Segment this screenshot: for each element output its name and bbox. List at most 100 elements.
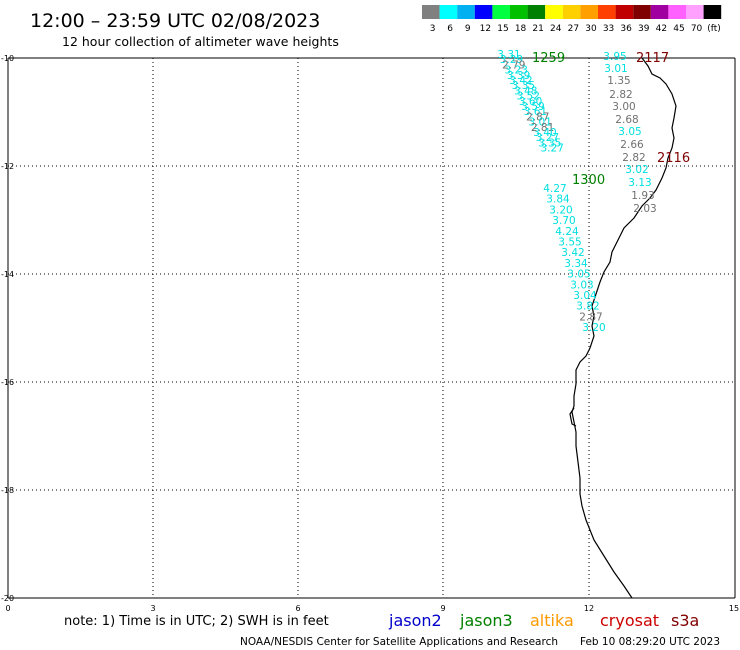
satellite-legend-3: cryosat bbox=[600, 611, 659, 630]
cryosat-swh-label: 3.95 bbox=[603, 51, 626, 63]
cryosat-swh-label: 3.02 bbox=[625, 164, 648, 176]
latitude-tick: -16 bbox=[1, 378, 14, 387]
footer-credit: NOAA/NESDIS Center for Satellite Applica… bbox=[240, 636, 558, 648]
jason3-swh-label: 4.24 bbox=[555, 226, 579, 238]
legend-label: 30 bbox=[585, 24, 597, 34]
latitude-tick: -10 bbox=[1, 54, 14, 63]
legend-swatch bbox=[545, 5, 563, 19]
cryosat-swh-label: 3.05 bbox=[618, 126, 641, 138]
longitude-tick: 0 bbox=[5, 604, 10, 613]
legend-swatch bbox=[439, 5, 458, 19]
legend-label: 3 bbox=[430, 24, 436, 34]
map-subtitle: 12 hour collection of altimeter wave hei… bbox=[62, 34, 339, 49]
legend-swatch bbox=[598, 5, 616, 19]
longitude-tick: 3 bbox=[150, 604, 155, 613]
legend-label: 6 bbox=[447, 24, 453, 34]
wave-height-legend: 3 6 9 12 15 18 21 24 27 30 33 36 39 42 45 70 (ft) bbox=[422, 5, 722, 34]
cryosat-swh-label: 2.66 bbox=[620, 139, 644, 151]
satellite-legend-2: altika bbox=[530, 611, 574, 630]
satellite-legend-1: jason3 bbox=[459, 611, 513, 630]
jason3-swh-label: 3.20 bbox=[549, 204, 572, 216]
legend-swatch bbox=[686, 5, 704, 19]
legend-swatch bbox=[703, 5, 722, 19]
legend-label: 45 bbox=[673, 24, 684, 34]
map-title: 12:00 – 23:59 UTC 02/08/2023 bbox=[30, 10, 320, 32]
latitude-tick: -20 bbox=[1, 594, 14, 603]
legend-label: 9 bbox=[465, 24, 471, 34]
jason3-swh-label: 3.84 bbox=[546, 194, 570, 206]
latitude-tick: -14 bbox=[1, 270, 14, 279]
plot-frame bbox=[7, 57, 736, 599]
jason3-swh-label: 3.60 bbox=[519, 96, 542, 108]
jason3-swh-label: 3.61 bbox=[524, 106, 547, 118]
jason3-swh-label: 3.23 bbox=[505, 65, 528, 77]
jason3-swh-label: 3.34 bbox=[564, 258, 588, 270]
legend-label: 70 bbox=[691, 24, 703, 34]
legend-swatch bbox=[668, 5, 686, 19]
legend-swatch bbox=[650, 5, 669, 19]
jason3-swh-label: 3.70 bbox=[552, 215, 575, 227]
legend-swatch bbox=[457, 5, 475, 19]
satellite-legend-0: jason2 bbox=[388, 611, 442, 630]
legend-swatch bbox=[562, 5, 581, 19]
longitude-tick: 15 bbox=[729, 604, 739, 613]
jason3-swh-label: 3.03 bbox=[570, 279, 593, 291]
legend-label: 27 bbox=[568, 24, 579, 34]
jason3-swh-label: 3.01 bbox=[529, 117, 552, 129]
legend-swatch bbox=[474, 5, 493, 19]
footer-timestamp: Feb 10 08:29:20 UTC 2023 bbox=[580, 636, 720, 648]
legend-label: 39 bbox=[638, 24, 650, 34]
jason3-swh-label: 3.31 bbox=[497, 49, 520, 61]
legend-label: 42 bbox=[656, 24, 667, 34]
jason3-swh-label: 4.27 bbox=[543, 183, 566, 195]
legend-swatch bbox=[527, 5, 546, 19]
cryosat-swh-label: 2.82 bbox=[622, 152, 645, 164]
jason3-swh-label: 3.35 bbox=[538, 137, 561, 149]
legend-swatch bbox=[580, 5, 598, 19]
cryosat-track: 3.953.011.352.823.002.683.052.662.823.02… bbox=[603, 51, 656, 215]
cryosat-swh-label: 3.01 bbox=[604, 63, 627, 75]
legend-label: 21 bbox=[532, 24, 543, 34]
jason3-swh-label: 3.42 bbox=[509, 75, 532, 87]
jason3-swh-label: 3.27 bbox=[536, 132, 559, 144]
cryosat-swh-label: 1.35 bbox=[607, 75, 630, 87]
cryosat-swh-label: 1.93 bbox=[631, 190, 654, 202]
cryosat-swh-label: 2.03 bbox=[633, 203, 656, 215]
legend-label: 33 bbox=[603, 24, 614, 34]
longitude-tick: 12 bbox=[584, 604, 594, 613]
latitude-tick: -18 bbox=[1, 486, 14, 495]
jason3-track: 3.313.292.793.233.393.423.353.483.523.60… bbox=[497, 49, 605, 334]
cryosat-swh-label: 2.82 bbox=[609, 89, 632, 101]
longitude-tick: 6 bbox=[295, 604, 300, 613]
legend-label: 12 bbox=[480, 24, 491, 34]
satellite-legend-4: s3a bbox=[671, 611, 699, 630]
coastline bbox=[571, 57, 677, 599]
jason3-pass-time-start: 1259 bbox=[532, 51, 565, 66]
cryosat-swh-label: 3.00 bbox=[612, 101, 635, 113]
legend-swatch bbox=[422, 5, 440, 19]
legend-swatch bbox=[510, 5, 528, 19]
legend-unit: (ft) bbox=[707, 24, 721, 34]
longitude-tick: 9 bbox=[440, 604, 445, 613]
longitude-tick-labels: 0 3 6 9 12 15 bbox=[5, 604, 739, 613]
jason3-swh-label: 3.20 bbox=[582, 322, 605, 334]
legend-label: 36 bbox=[620, 24, 632, 34]
cryosat-pass-time-end: 2116 bbox=[657, 151, 690, 166]
coastline-inlet bbox=[569, 407, 577, 427]
jason3-swh-label: 3.35 bbox=[512, 80, 535, 92]
jason3-swh-label: 3.04 bbox=[573, 290, 597, 302]
jason3-pass-time-end: 1300 bbox=[572, 173, 605, 188]
jason3-swh-label: 3.42 bbox=[561, 247, 584, 259]
jason3-swh-label: 3.39 bbox=[507, 70, 530, 82]
legend-swatch bbox=[492, 5, 510, 19]
satellite-legend: jason2 jason3 altika cryosat s3a bbox=[388, 611, 699, 630]
jason3-swh-label: 3.55 bbox=[558, 237, 581, 249]
legend-label: 18 bbox=[515, 24, 527, 34]
jason3-swh-label: 2.87 bbox=[579, 311, 602, 323]
legend-label: 15 bbox=[497, 24, 508, 34]
jason3-swh-label: 3.27 bbox=[541, 143, 564, 155]
footer-note: note: 1) Time is in UTC; 2) SWH is in fe… bbox=[64, 614, 329, 629]
jason3-swh-label: 2.81 bbox=[531, 122, 554, 134]
